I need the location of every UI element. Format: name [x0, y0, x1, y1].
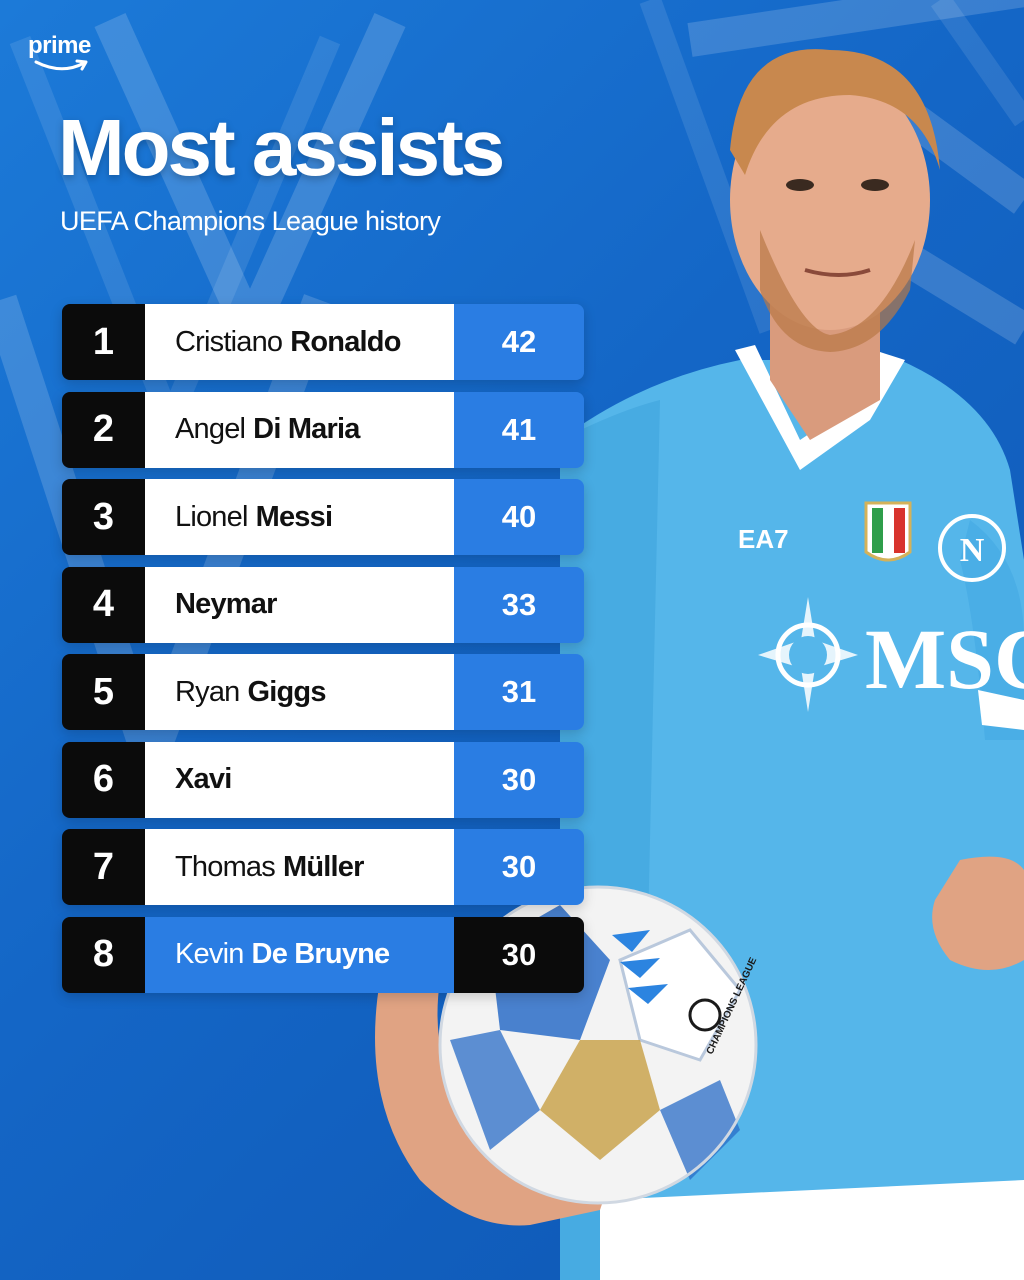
- ball-logo-icon: [612, 930, 668, 1004]
- player-name-cell: Kevin De Bruyne: [145, 916, 454, 993]
- player-last-name: Giggs: [247, 675, 327, 708]
- page-subtitle: UEFA Champions League history: [60, 206, 441, 236]
- player-name-cell: Thomas Müller: [145, 829, 454, 905]
- table-row: 2 Angel Di Maria 41: [62, 391, 584, 468]
- player-last-name: Müller: [282, 850, 364, 883]
- table-row: 6 Xavi 30: [62, 741, 584, 818]
- player-last-name: Di Maria: [253, 413, 360, 445]
- prime-wordmark: prime: [28, 32, 91, 59]
- player-first-name: Kevin: [175, 938, 244, 970]
- player-name-cell: Ryan Giggs: [145, 654, 454, 730]
- assists-value-cell: 33: [454, 566, 584, 643]
- club-badge-letter: N: [960, 532, 985, 569]
- player-name-cell: Lionel Messi: [145, 479, 454, 555]
- player-first-name: Angel: [175, 413, 246, 445]
- player-last-name: Neymar: [175, 588, 277, 620]
- player-first-name: Ryan: [175, 675, 240, 708]
- player-first-name: Thomas: [175, 850, 276, 883]
- club-badge-icon: [938, 514, 1006, 582]
- rank-cell: 1: [62, 304, 145, 380]
- player-name-cell: Angel Di Maria: [145, 391, 454, 468]
- prime-logo: prime: [28, 34, 98, 74]
- player-name-cell: Xavi: [145, 741, 454, 818]
- smile-arrow-icon: [34, 59, 88, 71]
- player-last-name: De Bruyne: [251, 938, 391, 970]
- sponsor-compass-icon: [758, 597, 858, 712]
- assists-value-cell: 42: [454, 304, 584, 380]
- assists-value-cell: 30: [454, 916, 584, 993]
- table-row: 1 Cristiano Ronaldo 42: [62, 304, 584, 380]
- page-title: Most assists: [58, 103, 505, 192]
- kit-maker-logo: EA7: [738, 524, 789, 554]
- player-last-name: Xavi: [175, 763, 232, 795]
- rank-cell: 2: [62, 391, 145, 468]
- rank-cell: 7: [62, 829, 145, 905]
- rank-cell: 6: [62, 741, 145, 818]
- assists-table: 1 Cristiano Ronaldo 42 2 Angel Di Maria …: [62, 304, 584, 1004]
- player-last-name: Messi: [255, 500, 333, 533]
- assists-value-cell: 40: [454, 479, 584, 555]
- table-row: 5 Ryan Giggs 31: [62, 654, 584, 730]
- starball-icon: [688, 998, 722, 1032]
- table-row: 8 Kevin De Bruyne 30: [62, 916, 584, 993]
- player-name-cell: Neymar: [145, 566, 454, 643]
- assists-value-cell: 31: [454, 654, 584, 730]
- rank-cell: 3: [62, 479, 145, 555]
- assists-value-cell: 30: [454, 829, 584, 905]
- player-last-name: Ronaldo: [290, 325, 401, 358]
- assists-value-cell: 30: [454, 741, 584, 818]
- rank-cell: 5: [62, 654, 145, 730]
- rank-cell: 8: [62, 916, 145, 993]
- table-row: 7 Thomas Müller 30: [62, 829, 584, 905]
- player-first-name: Cristiano: [175, 325, 283, 358]
- player-first-name: Lionel: [175, 500, 248, 533]
- sponsor-logo: MSC: [865, 611, 1024, 707]
- table-row: 3 Lionel Messi 40: [62, 479, 584, 555]
- table-row: 4 Neymar 33: [62, 566, 584, 643]
- player-name-cell: Cristiano Ronaldo: [145, 304, 454, 380]
- rank-cell: 4: [62, 566, 145, 643]
- assists-value-cell: 41: [454, 391, 584, 468]
